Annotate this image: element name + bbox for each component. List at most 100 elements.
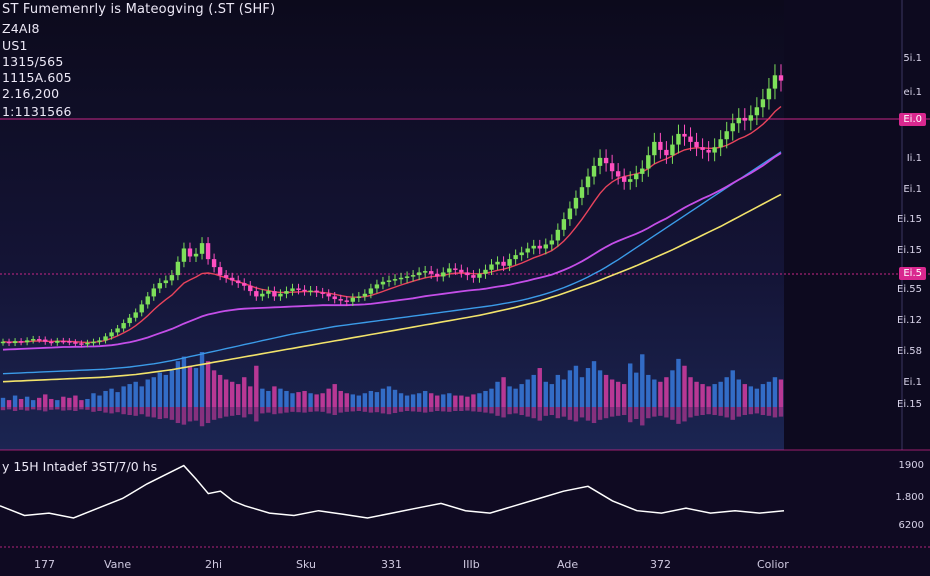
candle-body — [754, 107, 760, 116]
volume-mirror-bar — [6, 407, 12, 410]
volume-mirror-bar — [664, 407, 669, 418]
volume-bar — [465, 396, 470, 407]
candle-body — [248, 285, 253, 292]
volume-mirror-bar — [658, 407, 663, 416]
volume-mirror-bar — [0, 407, 6, 411]
volume-bar — [658, 381, 663, 407]
header-line-5: 2.16,200 — [2, 86, 60, 101]
volume-mirror-bar — [254, 407, 259, 422]
volume-mirror-bar — [115, 407, 120, 413]
volume-mirror-bar — [229, 407, 235, 416]
volume-bar — [356, 395, 362, 407]
volume-mirror-bar — [350, 407, 355, 412]
volume-mirror-bar — [603, 407, 609, 419]
candle-body — [447, 268, 452, 273]
volume-bar — [435, 395, 440, 407]
volume-bar — [724, 377, 729, 407]
volume-bar — [145, 379, 150, 407]
volume-mirror-bar — [453, 407, 458, 412]
volume-bar — [453, 395, 458, 407]
volume-bar — [555, 374, 561, 407]
volume-mirror-bar — [477, 407, 482, 412]
candle-body — [742, 117, 747, 121]
candle-body — [724, 131, 729, 140]
price-tick-7: Ei.55 — [897, 284, 922, 295]
volume-mirror-bar — [712, 407, 717, 416]
candle-body — [0, 341, 6, 344]
volume-bar — [326, 388, 331, 407]
volume-mirror-bar — [441, 407, 446, 412]
volume-mirror-bar — [471, 407, 476, 412]
volume-bar — [308, 393, 313, 407]
volume-mirror-bar — [676, 407, 681, 424]
candle-body — [350, 297, 355, 302]
candle-body — [61, 340, 66, 343]
volume-bar — [350, 394, 355, 407]
volume-mirror-bar — [91, 407, 96, 412]
volume-mirror-bar — [597, 407, 603, 420]
volume-bar — [290, 393, 295, 407]
volume-mirror-bar — [18, 407, 24, 410]
volume-bar — [18, 398, 24, 407]
volume-bar — [537, 368, 542, 407]
volume-bar — [700, 384, 705, 407]
volume-bar — [585, 368, 591, 407]
candle-body — [103, 336, 108, 341]
candle-body — [676, 133, 681, 145]
price-tick-8: Ei.12 — [897, 315, 922, 326]
volume-bar — [320, 393, 325, 407]
volume-bar — [229, 381, 235, 407]
price-tick-11: Ei.15 — [897, 399, 922, 410]
volume-mirror-bar — [447, 407, 452, 412]
candle-body — [199, 243, 205, 254]
candle-body — [211, 259, 217, 268]
volume-mirror-bar — [205, 407, 211, 424]
volume-mirror-bar — [465, 407, 470, 411]
x-label-8: Colior — [757, 558, 789, 571]
osc-tick-1: 1.800 — [895, 492, 924, 503]
volume-mirror-bar — [621, 407, 627, 416]
volume-mirror-bar — [531, 407, 536, 419]
volume-bar — [459, 395, 464, 407]
volume-bar — [422, 390, 428, 407]
volume-bar — [254, 365, 259, 407]
volume-mirror-bar — [145, 407, 150, 417]
candle-body — [109, 332, 114, 337]
volume-bar — [477, 393, 482, 407]
candle-body — [404, 276, 410, 278]
volume-mirror-bar — [501, 407, 506, 418]
price-tick-0: 5i.1 — [903, 53, 922, 64]
header-line-1: Z4AI8 — [2, 21, 40, 36]
volume-bar — [175, 361, 181, 407]
candle-body — [778, 75, 784, 81]
candle-body — [223, 275, 229, 278]
candle-body — [555, 229, 561, 241]
volume-bar — [248, 386, 253, 407]
candle-body — [495, 261, 500, 265]
volume-bar — [410, 394, 416, 407]
x-label-5: IIIb — [463, 558, 480, 571]
volume-bar — [79, 400, 84, 407]
volume-bar — [609, 379, 615, 407]
candle-body — [525, 248, 530, 253]
volume-mirror-bar — [151, 407, 156, 418]
volume-bar — [621, 384, 627, 407]
volume-mirror-bar — [109, 407, 114, 414]
ma-red-line — [2, 105, 782, 344]
volume-mirror-bar — [55, 407, 60, 410]
candle-body — [121, 323, 126, 329]
volume-bar — [133, 381, 138, 407]
volume-mirror-bar — [567, 407, 573, 420]
candle-body — [772, 75, 778, 89]
volume-mirror-bar — [308, 407, 313, 412]
volume-mirror-bar — [495, 407, 500, 416]
volume-mirror-bar — [242, 407, 247, 418]
volume-bar — [314, 394, 319, 407]
volume-mirror-bar — [700, 407, 705, 416]
candle-body — [441, 272, 446, 277]
candle-body — [501, 261, 506, 266]
volume-mirror-bar — [640, 407, 645, 426]
volume-mirror-bar — [525, 407, 530, 417]
candle-body — [760, 99, 766, 108]
candle-body — [73, 342, 78, 344]
